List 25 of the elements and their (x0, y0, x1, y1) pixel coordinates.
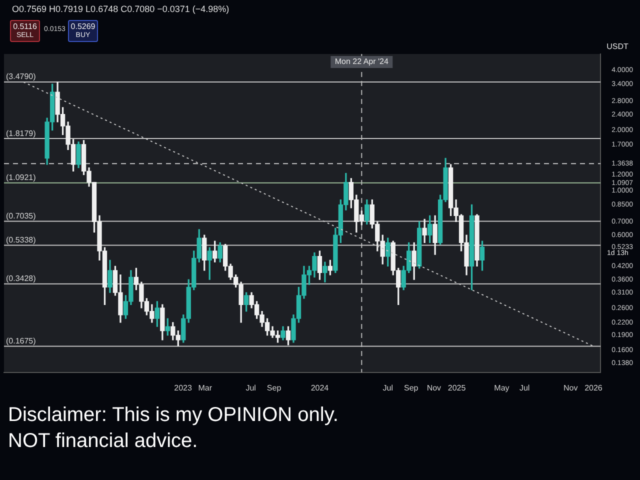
ref-line-label: (0.7035) (6, 211, 36, 220)
x-tick-label: 2026 (584, 383, 603, 392)
text: NOT financial advice. (8, 429, 199, 454)
x-tick-label: Nov (564, 383, 578, 392)
x-tick-label: Jul (382, 383, 394, 392)
text: Disclaimer: This is my OPINION only. (8, 403, 338, 428)
x-tick-label: 2025 (448, 383, 466, 392)
text: O0.7569 H0.7919 L0.6748 C0.7080 −0.0371 (−4.98%) (12, 4, 230, 14)
x-tick-label: Jul (246, 383, 256, 392)
ref-line-label: Mon 22 Apr '24 (334, 57, 389, 66)
ref-line-label: (0.1675) (6, 336, 36, 346)
ref-line-label: (0.3428) (6, 274, 36, 284)
ref-line-label: (3.4790) (6, 72, 36, 82)
x-tick-label: 2023 (174, 383, 192, 392)
x-tick-label: 2024 (310, 383, 330, 392)
x-tick-label: Mar (198, 383, 212, 392)
ref-line-label: (1.8179) (6, 128, 36, 138)
x-tick-label: Nov (426, 383, 442, 392)
y-axis-title: USDT (606, 42, 628, 52)
ref-line-label: (0.5338) (6, 235, 36, 244)
x-tick-label: Jul (519, 383, 530, 392)
x-tick-label: May (494, 383, 510, 392)
x-tick-label: Sep (404, 383, 419, 392)
ref-line-label: (1.0921) (6, 173, 36, 182)
x-tick-label: Sep (266, 383, 282, 392)
